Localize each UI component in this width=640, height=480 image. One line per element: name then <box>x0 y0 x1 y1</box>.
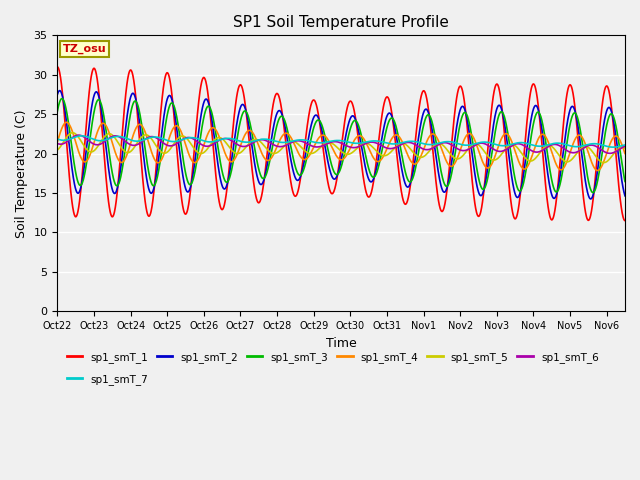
sp1_smT_7 <box>77 133 85 139</box>
sp1_smT_1 <box>500 129 508 135</box>
sp1_smT_6 <box>75 132 83 138</box>
sp1_smT_1 <box>604 85 612 91</box>
sp1_smT_7 <box>500 143 508 149</box>
sp1_smT_6 <box>83 136 90 142</box>
sp1_smT_2 <box>605 105 613 110</box>
sp1_smT_1 <box>314 111 322 117</box>
sp1_smT_5 <box>83 146 90 152</box>
sp1_smT_3 <box>330 168 337 174</box>
sp1_smT_3 <box>58 96 66 101</box>
sp1_smT_4 <box>500 131 508 137</box>
sp1_smT_5 <box>54 147 61 153</box>
sp1_smT_5 <box>330 142 337 147</box>
sp1_smT_4 <box>605 144 613 149</box>
sp1_smT_3 <box>589 190 596 195</box>
Line: sp1_smT_6: sp1_smT_6 <box>58 135 625 154</box>
sp1_smT_7 <box>621 142 629 148</box>
sp1_smT_4 <box>83 158 90 164</box>
Line: sp1_smT_4: sp1_smT_4 <box>58 122 625 170</box>
sp1_smT_6 <box>500 147 508 153</box>
Line: sp1_smT_3: sp1_smT_3 <box>58 98 625 192</box>
sp1_smT_6 <box>606 151 614 156</box>
sp1_smT_2 <box>54 92 61 97</box>
sp1_smT_6 <box>605 150 612 156</box>
sp1_smT_2 <box>330 176 337 182</box>
sp1_smT_7 <box>330 138 337 144</box>
sp1_smT_1 <box>83 120 90 126</box>
sp1_smT_4 <box>621 151 629 156</box>
sp1_smT_5 <box>605 156 613 162</box>
sp1_smT_4 <box>54 139 61 144</box>
Y-axis label: Soil Temperature (C): Soil Temperature (C) <box>15 109 28 238</box>
sp1_smT_5 <box>68 130 76 136</box>
sp1_smT_7 <box>605 144 612 150</box>
sp1_smT_3 <box>605 114 613 120</box>
sp1_smT_6 <box>330 139 337 144</box>
sp1_smT_2 <box>56 88 63 94</box>
sp1_smT_2 <box>605 105 612 110</box>
Line: sp1_smT_1: sp1_smT_1 <box>58 67 625 221</box>
Text: TZ_osu: TZ_osu <box>63 44 107 54</box>
sp1_smT_6 <box>621 144 629 149</box>
sp1_smT_6 <box>315 144 323 150</box>
sp1_smT_4 <box>594 168 602 173</box>
Title: SP1 Soil Temperature Profile: SP1 Soil Temperature Profile <box>233 15 449 30</box>
sp1_smT_4 <box>315 135 323 141</box>
sp1_smT_1 <box>330 190 337 195</box>
sp1_smT_7 <box>83 134 90 140</box>
Line: sp1_smT_5: sp1_smT_5 <box>58 133 625 163</box>
sp1_smT_5 <box>621 145 629 151</box>
sp1_smT_2 <box>315 116 323 121</box>
sp1_smT_5 <box>315 146 323 152</box>
sp1_smT_4 <box>605 144 612 150</box>
sp1_smT_3 <box>54 108 61 114</box>
sp1_smT_2 <box>500 121 508 127</box>
sp1_smT_1 <box>54 64 61 70</box>
sp1_smT_2 <box>587 196 595 202</box>
sp1_smT_7 <box>54 136 61 142</box>
sp1_smT_1 <box>621 218 629 224</box>
sp1_smT_3 <box>621 179 629 184</box>
sp1_smT_5 <box>500 147 508 153</box>
sp1_smT_3 <box>315 117 323 123</box>
sp1_smT_4 <box>330 148 337 154</box>
sp1_smT_5 <box>605 157 612 163</box>
sp1_smT_3 <box>605 114 612 120</box>
sp1_smT_2 <box>83 144 90 150</box>
sp1_smT_1 <box>605 86 612 92</box>
Legend: sp1_smT_7: sp1_smT_7 <box>63 370 153 389</box>
sp1_smT_6 <box>605 150 612 156</box>
sp1_smT_3 <box>500 115 508 120</box>
sp1_smT_7 <box>605 144 612 150</box>
sp1_smT_3 <box>83 159 90 165</box>
sp1_smT_6 <box>54 141 61 146</box>
X-axis label: Time: Time <box>326 336 356 349</box>
sp1_smT_5 <box>600 160 607 166</box>
sp1_smT_7 <box>609 144 617 150</box>
Line: sp1_smT_2: sp1_smT_2 <box>58 91 625 199</box>
sp1_smT_4 <box>63 120 70 125</box>
Line: sp1_smT_7: sp1_smT_7 <box>58 136 625 147</box>
sp1_smT_2 <box>621 193 629 199</box>
sp1_smT_7 <box>315 140 323 145</box>
